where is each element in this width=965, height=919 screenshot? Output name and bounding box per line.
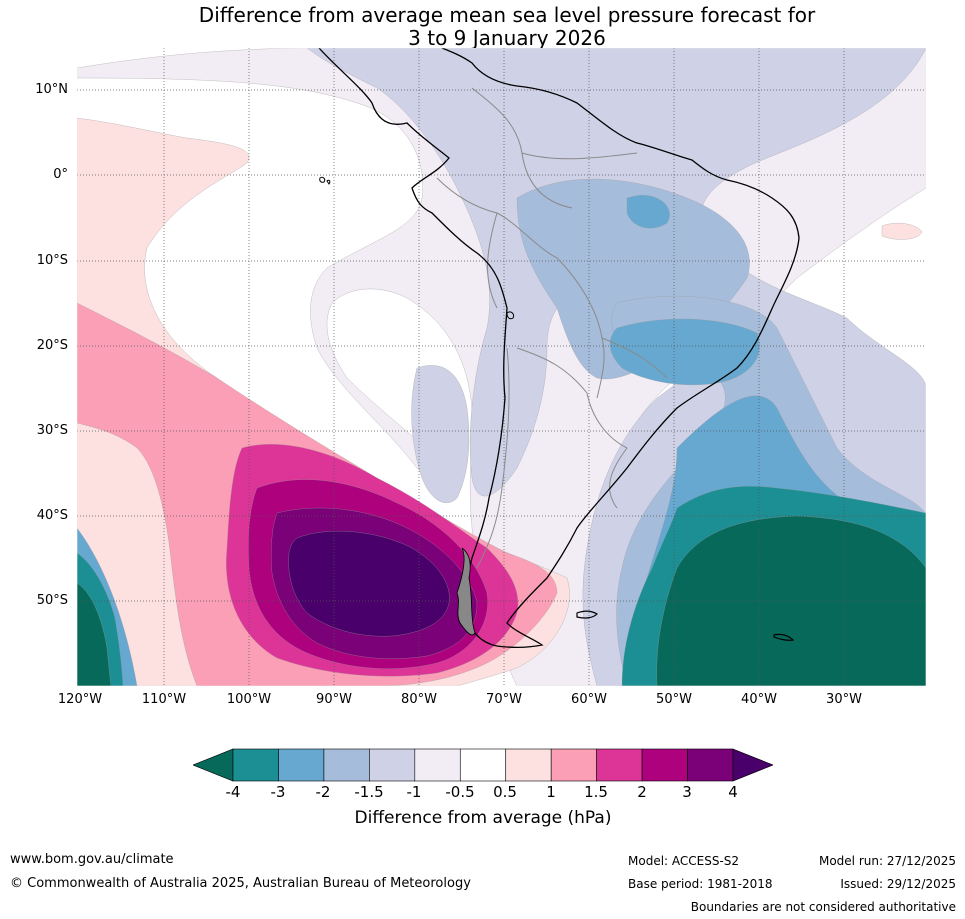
colorbar-segments — [232, 748, 734, 782]
colorbar-tick: 1.5 — [584, 783, 608, 801]
south-america-coastline — [318, 48, 800, 649]
map-title-line1: Difference from average mean sea level p… — [198, 3, 816, 27]
footer-disclaimer: Boundaries are not considered authoritat… — [690, 900, 956, 914]
colorbar-tick: 0.5 — [493, 783, 517, 801]
country-borders — [436, 87, 668, 569]
colorbar-segment — [278, 748, 325, 782]
contour-plus0-5-blob — [881, 223, 923, 240]
colorbar-tick: -3 — [270, 783, 286, 801]
footer-website[interactable]: www.bom.gov.au/climate — [10, 852, 174, 867]
colorbar-tick: -1.5 — [354, 783, 384, 801]
colorbar-tick: -2 — [315, 783, 331, 801]
map-title-line2: 3 to 9 January 2026 — [408, 26, 606, 50]
lat-label-10n: 10°N — [35, 82, 68, 97]
colorbar-tick: 3 — [682, 783, 692, 801]
contour-minus2-east — [609, 318, 760, 385]
colorbar-over-arrow — [732, 748, 773, 782]
lon-label-90w: 90°W — [316, 692, 352, 707]
lake-titicaca — [506, 311, 514, 320]
colorbar-segment — [596, 748, 643, 782]
lon-label-40w: 40°W — [741, 692, 777, 707]
lon-label-100w: 100°W — [226, 692, 272, 707]
colorbar-segment — [459, 748, 507, 782]
contour-minus4-west — [77, 582, 112, 686]
colorbar-under-arrow — [193, 748, 234, 782]
colorbar-tick: -4 — [225, 783, 241, 801]
colorbar-segment — [550, 748, 597, 782]
contour-minus2 — [626, 195, 670, 229]
lat-label-0: 0° — [53, 167, 68, 182]
lon-label-120w: 120°W — [57, 692, 103, 707]
lon-label-110w: 110°W — [141, 692, 187, 707]
falkland-islands — [576, 610, 598, 619]
colorbar-segment — [505, 748, 552, 782]
lon-label-60w: 60°W — [571, 692, 607, 707]
map-canvas — [77, 48, 926, 686]
lon-label-80w: 80°W — [401, 692, 437, 707]
south-georgia — [773, 633, 795, 641]
contour-plus4 — [288, 531, 450, 637]
colorbar-label: Difference from average (hPa) — [354, 808, 612, 828]
lat-label-50s: 50°S — [36, 593, 68, 608]
lat-label-40s: 40°S — [36, 508, 68, 523]
colorbar-segment — [323, 748, 370, 782]
pressure-anomaly-map — [77, 48, 926, 686]
colorbar-tick: -0.5 — [445, 783, 475, 801]
patagonia-islands — [456, 547, 476, 636]
colorbar-segment — [232, 748, 279, 782]
lat-label-30s: 30°S — [36, 423, 68, 438]
lat-label-20s: 20°S — [36, 338, 68, 353]
footer-issued: Issued: 29/12/2025 — [840, 877, 956, 891]
contour-minus1-south — [411, 365, 470, 503]
colorbar-segment — [641, 748, 688, 782]
footer-base-period: Base period: 1981-2018 — [628, 877, 773, 891]
galapagos-islands — [319, 176, 331, 185]
colorbar-tick: 1 — [546, 783, 556, 801]
lon-label-70w: 70°W — [486, 692, 522, 707]
footer-copyright: © Commonwealth of Australia 2025, Austra… — [10, 876, 471, 891]
colorbar-segment — [414, 748, 461, 782]
colorbar — [193, 748, 773, 782]
colorbar-tick: 4 — [728, 783, 738, 801]
map-title: Difference from average mean sea level p… — [0, 4, 965, 50]
footer-model: Model: ACCESS-S2 — [628, 854, 740, 868]
lat-label-10s: 10°S — [36, 253, 68, 268]
colorbar-segment — [687, 748, 734, 782]
lon-label-30w: 30°W — [826, 692, 862, 707]
colorbar-tick: -1 — [406, 783, 422, 801]
colorbar-segment — [369, 748, 416, 782]
colorbar-tick: 2 — [637, 783, 647, 801]
lon-label-50w: 50°W — [656, 692, 692, 707]
footer-model-run: Model run: 27/12/2025 — [818, 854, 956, 868]
